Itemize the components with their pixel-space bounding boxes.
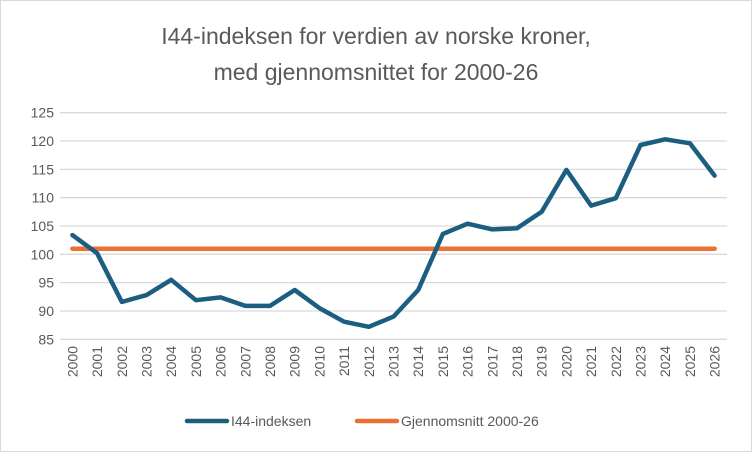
x-tick-label: 2009 bbox=[287, 346, 303, 377]
x-tick-label: 2008 bbox=[262, 346, 278, 377]
x-tick-label: 2022 bbox=[608, 346, 624, 377]
y-tick-label: 120 bbox=[31, 133, 55, 149]
x-tick-label: 2020 bbox=[558, 346, 574, 377]
legend-label: Gjennomsnitt 2000-26 bbox=[401, 413, 539, 429]
x-tick-label: 2015 bbox=[435, 346, 451, 377]
chart-title-line-1: I44-indeksen for verdien av norske krone… bbox=[161, 23, 591, 49]
y-tick-label: 115 bbox=[32, 161, 55, 177]
y-tick-label: 90 bbox=[38, 303, 54, 319]
x-tick-label: 2007 bbox=[237, 346, 253, 377]
x-tick-label: 2023 bbox=[633, 346, 649, 377]
x-tick-label: 2004 bbox=[163, 346, 179, 377]
x-tick-label: 2021 bbox=[583, 346, 599, 377]
x-tick-label: 2017 bbox=[484, 346, 500, 377]
x-tick-label: 2003 bbox=[138, 346, 154, 377]
x-tick-label: 2016 bbox=[460, 346, 476, 377]
x-tick-label: 2005 bbox=[188, 346, 204, 377]
x-tick-label: 2012 bbox=[361, 346, 377, 377]
y-tick-label: 100 bbox=[31, 246, 55, 262]
y-tick-label: 105 bbox=[31, 218, 55, 234]
y-tick-label: 95 bbox=[38, 275, 54, 291]
series-line-0 bbox=[70, 137, 717, 330]
x-tick-label: 2014 bbox=[410, 346, 426, 377]
x-tick-label: 2018 bbox=[509, 346, 525, 377]
x-tick-label: 2019 bbox=[534, 346, 550, 377]
y-tick-label: 85 bbox=[38, 331, 54, 347]
x-tick-label: 2025 bbox=[682, 346, 698, 377]
x-tick-label: 2000 bbox=[64, 346, 80, 377]
x-tick-label: 2026 bbox=[707, 346, 723, 377]
x-tick-label: 2013 bbox=[386, 346, 402, 377]
x-tick-label: 2010 bbox=[311, 346, 327, 377]
y-tick-label: 110 bbox=[32, 190, 55, 206]
chart-title-line-2: med gjennomsnittet for 2000-26 bbox=[214, 59, 539, 85]
x-tick-label: 2002 bbox=[114, 346, 130, 377]
x-tick-label: 2024 bbox=[657, 346, 673, 377]
legend-label: I44-indeksen bbox=[231, 413, 311, 429]
x-tick-label: 2011 bbox=[336, 346, 352, 376]
x-tick-label: 2001 bbox=[89, 346, 105, 377]
y-tick-label: 125 bbox=[31, 105, 55, 121]
x-tick-label: 2006 bbox=[213, 346, 229, 377]
